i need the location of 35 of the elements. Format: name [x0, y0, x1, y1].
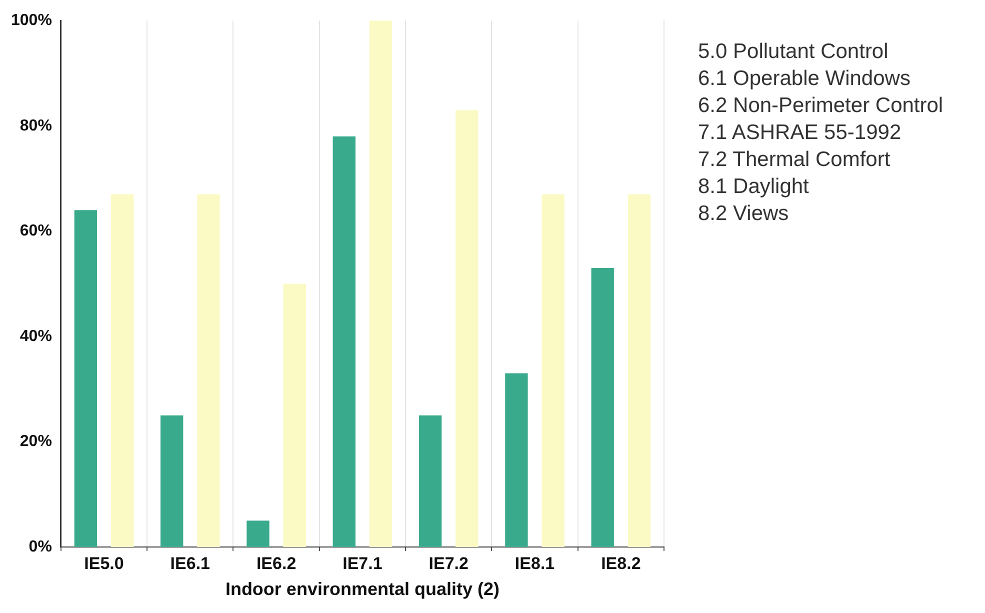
bar — [418, 415, 442, 547]
bar — [246, 520, 270, 547]
bar — [74, 210, 98, 547]
text: 8.2 Views — [698, 201, 790, 227]
bar — [542, 194, 564, 547]
bar — [591, 268, 614, 547]
x-axis-title: Indoor environmental quality (2) — [225, 579, 500, 600]
x-tick-label: IE7.2 — [428, 554, 468, 573]
x-tick-label: IE8.2 — [601, 554, 641, 573]
bar — [160, 415, 184, 547]
y-tick-label: 100% — [11, 12, 52, 30]
text: 7.1 ASHRAE 55-1992 — [698, 120, 902, 146]
x-tick-label: IE8.1 — [514, 554, 555, 573]
y-tick-label: 0% — [28, 538, 52, 556]
x-tick-label: IE6.2 — [256, 554, 296, 573]
bar — [283, 284, 306, 547]
bar — [505, 373, 528, 547]
text: 5.0 Pollutant Control — [698, 39, 890, 65]
text: 6.1 Operable Windows — [698, 66, 912, 92]
y-tick-label: 40% — [20, 328, 52, 345]
y-tick-label: 60% — [20, 222, 52, 240]
bar — [110, 194, 134, 547]
text: 7.2 Thermal Comfort — [698, 147, 892, 173]
bar — [332, 136, 356, 547]
x-tick-label: IE5.0 — [84, 554, 124, 573]
bar — [456, 110, 478, 547]
x-tick-label: IE7.1 — [342, 554, 382, 573]
y-tick-label: 80% — [20, 117, 52, 134]
y-tick-label: 20% — [20, 433, 52, 450]
text: 8.1 Daylight — [698, 174, 810, 200]
x-tick-label: IE6.1 — [170, 554, 210, 573]
bar — [369, 20, 392, 547]
bar — [197, 194, 220, 547]
text: 6.2 Non-Perimeter Control — [698, 93, 944, 119]
bar — [628, 194, 651, 547]
